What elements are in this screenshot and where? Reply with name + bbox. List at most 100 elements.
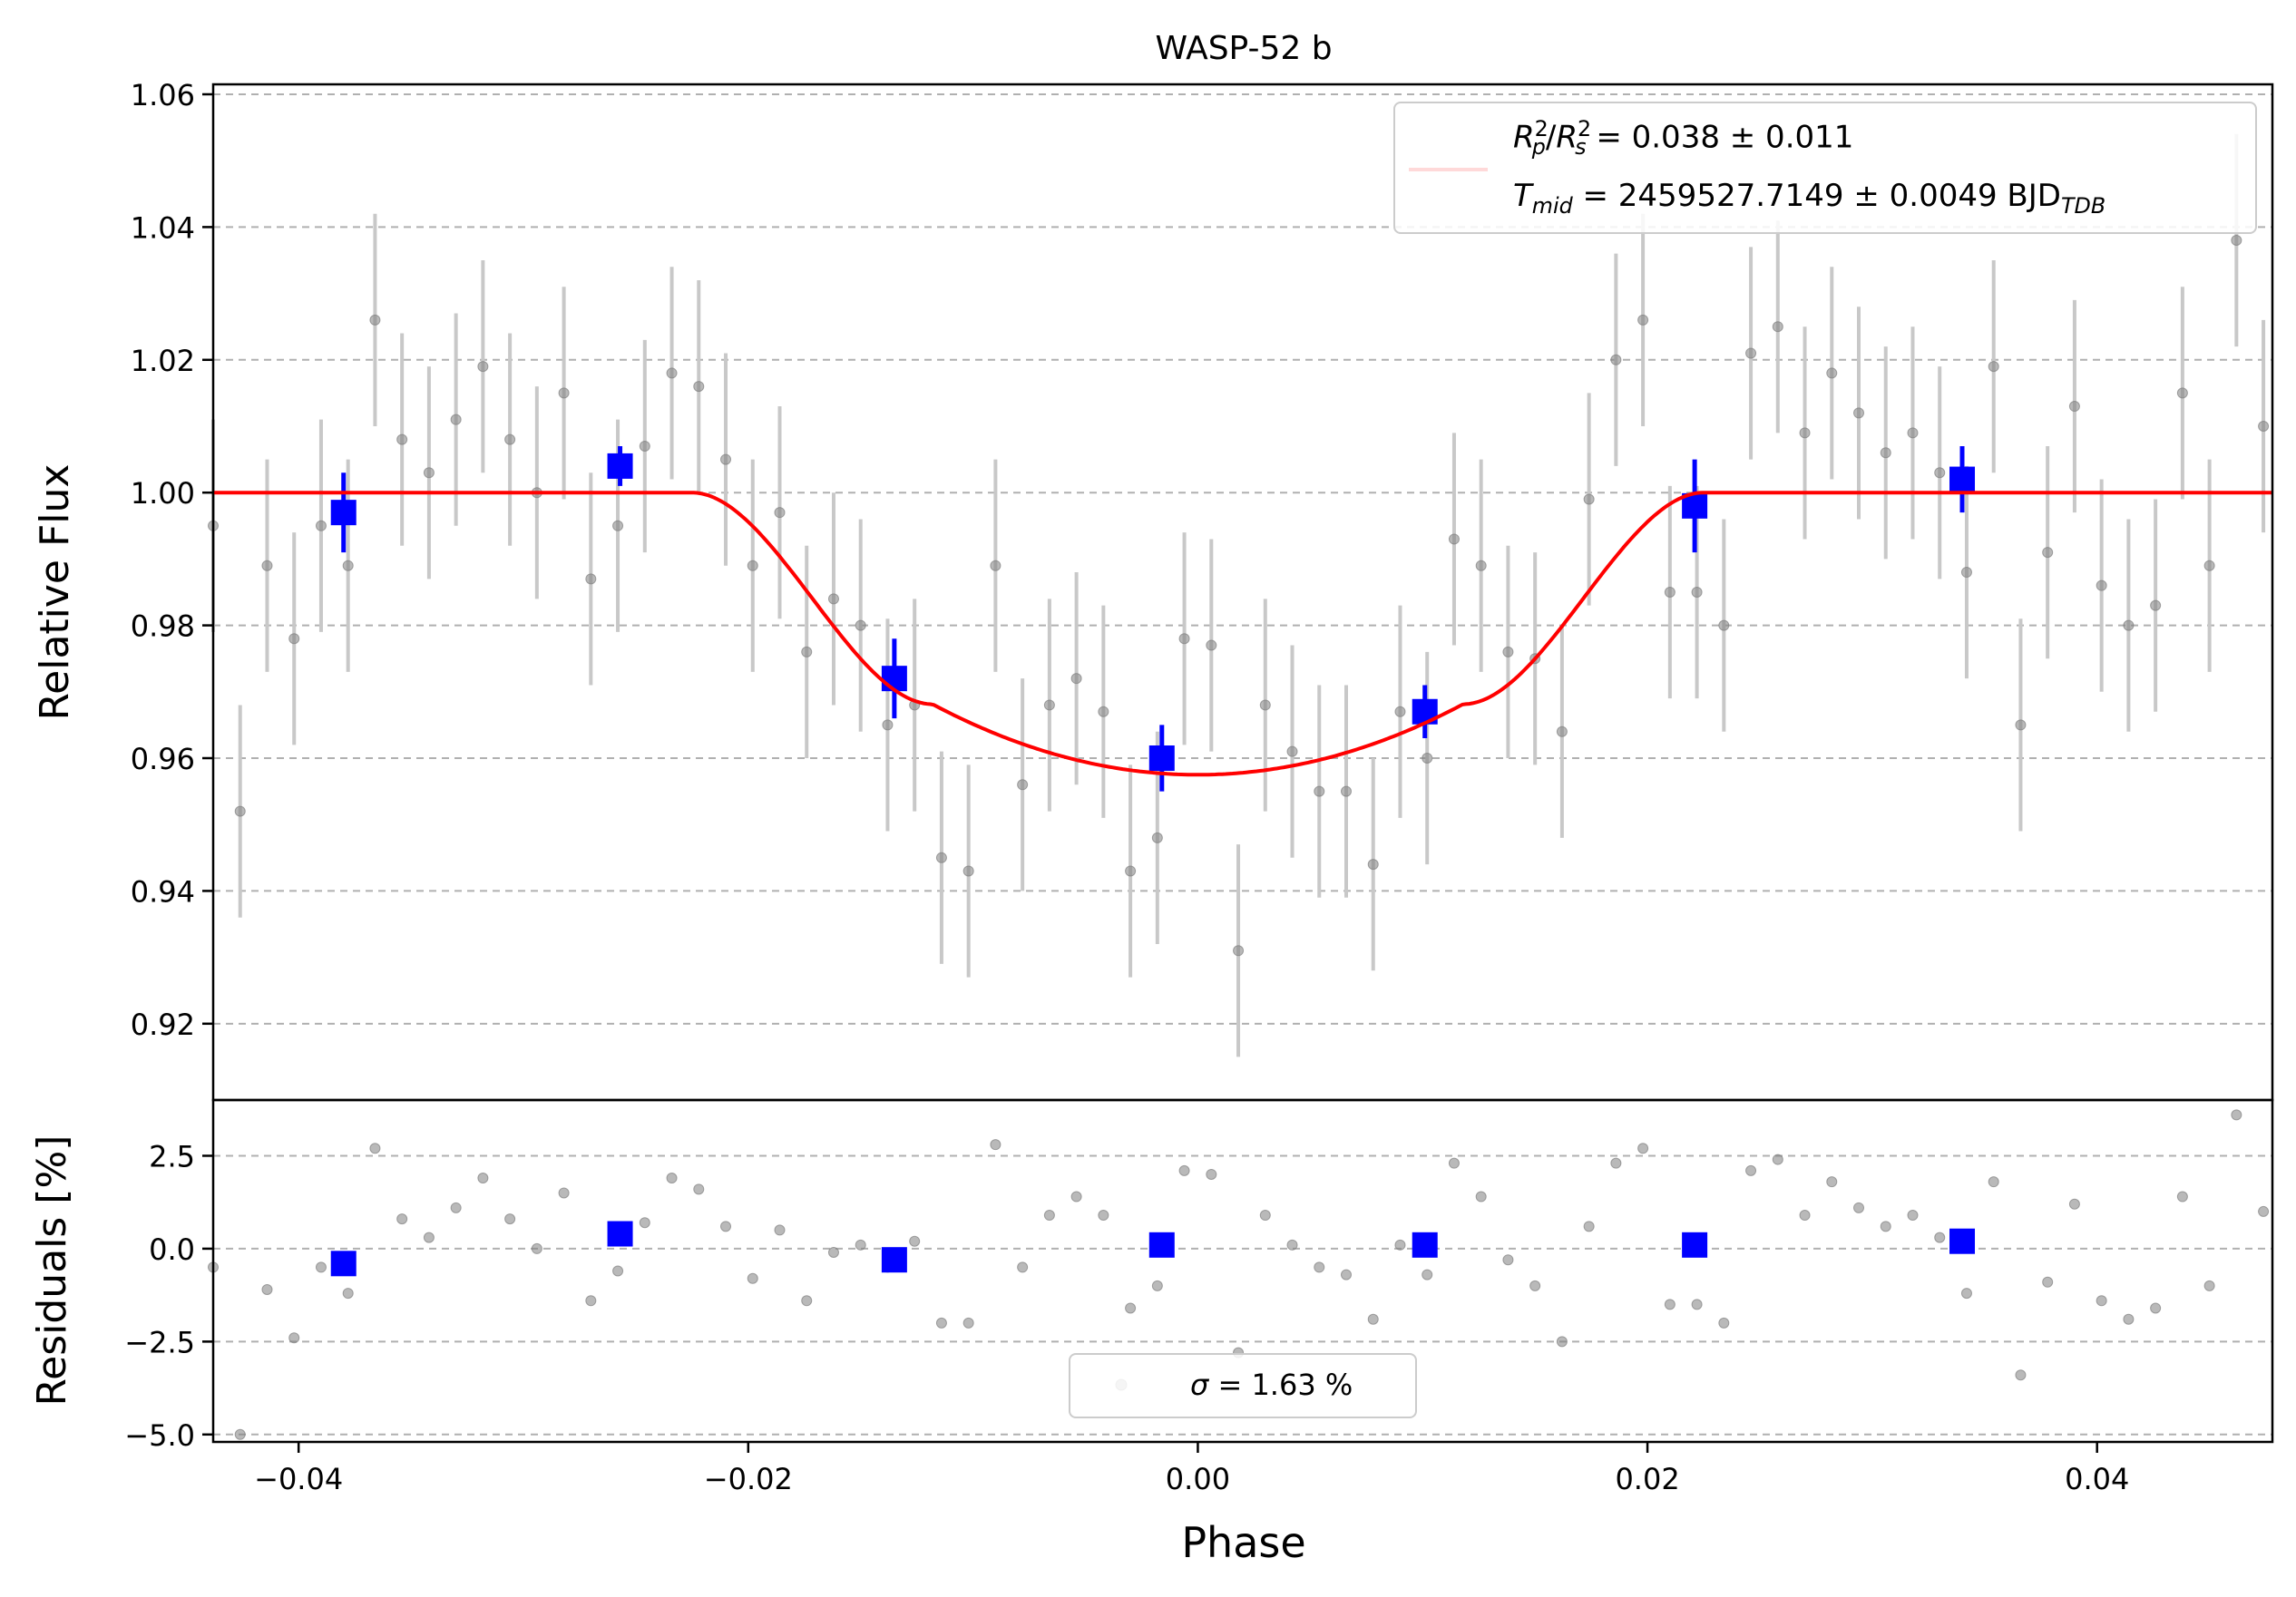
flux-raw-point — [450, 414, 462, 425]
residual-raw-point — [2068, 1198, 2080, 1210]
flux-raw-point — [1017, 779, 1029, 791]
flux-raw-point — [855, 619, 866, 631]
flux-raw-point — [1826, 367, 1838, 379]
residual-raw-point — [1502, 1254, 1514, 1266]
residual-raw-point — [1934, 1232, 1946, 1243]
flux-raw-point — [1448, 533, 1460, 545]
residuals-axes-frame — [211, 1098, 2274, 1444]
flux-raw-point — [1422, 753, 1433, 764]
flux-raw-point — [1556, 725, 1568, 737]
residual-raw-point — [369, 1143, 381, 1154]
flux-raw-point — [612, 520, 624, 531]
residual-legend — [1069, 1353, 1417, 1418]
phase-x-ticks: −0.04 −0.02 0.00 0.02 0.04 — [254, 1442, 2129, 1496]
flux-raw-points — [208, 133, 2270, 1057]
flux-raw-point — [2096, 579, 2107, 591]
residual-raw-point — [1745, 1164, 1757, 1176]
residual-raw-point — [1637, 1143, 1649, 1154]
flux-raw-point — [1691, 587, 1703, 598]
flux-panel: 0.92 0.94 0.96 0.98 1.00 1.02 1.04 1.06 Relativ… — [32, 78, 2274, 1102]
flux-raw-point — [2015, 719, 2027, 731]
flux-raw-point — [504, 433, 516, 445]
flux-raw-point — [234, 805, 246, 817]
residuals-y-tick-label: −2.5 — [124, 1325, 195, 1359]
residuals-raw-points — [208, 1109, 2270, 1440]
residual-raw-point — [585, 1295, 597, 1307]
flux-raw-point — [1772, 321, 1783, 333]
flux-raw-point — [558, 387, 570, 399]
flux-raw-point — [747, 560, 758, 571]
chart-title: WASP-52 b — [1155, 30, 1332, 67]
flux-y-tick-label: 1.00 — [131, 476, 195, 511]
residual-raw-point — [1988, 1176, 1999, 1188]
phase-x-tick-label: 0.02 — [1615, 1462, 1679, 1496]
residual-raw-point — [2258, 1205, 2270, 1217]
flux-raw-point — [315, 520, 327, 531]
residual-raw-point — [1043, 1210, 1055, 1222]
residual-raw-point — [855, 1239, 866, 1251]
flux-raw-point — [1907, 427, 1919, 439]
residual-raw-point — [1583, 1221, 1595, 1232]
flux-raw-point — [1070, 673, 1082, 685]
phase-x-axis-label: Phase — [1181, 1518, 1305, 1567]
residual-raw-point — [612, 1265, 624, 1277]
residual-raw-point — [666, 1173, 678, 1184]
flux-raw-point — [1340, 785, 1352, 797]
residual-raw-point — [1151, 1280, 1163, 1291]
residual-raw-point — [935, 1317, 947, 1329]
residual-raw-point — [962, 1317, 974, 1329]
flux-y-tick-label: 1.02 — [131, 344, 195, 378]
residuals-y-tick-label: 2.5 — [149, 1139, 195, 1173]
flux-raw-point — [774, 507, 786, 519]
flux-y-tick-label: 0.94 — [131, 874, 195, 909]
residual-raw-point — [1529, 1280, 1541, 1291]
flux-raw-point — [1233, 945, 1245, 957]
residual-raw-point — [1826, 1176, 1838, 1188]
flux-raw-point — [2150, 599, 2162, 611]
residual-raw-point — [288, 1332, 300, 1344]
flux-y-ticks: 0.92 0.94 0.96 0.98 1.00 1.02 1.04 1.06 — [131, 78, 213, 1042]
residual-binned-point — [607, 1221, 633, 1247]
flux-binned-point — [1148, 745, 1175, 772]
residual-raw-point — [1448, 1157, 1460, 1169]
residual-raw-point — [1070, 1191, 1082, 1203]
residual-raw-point — [342, 1288, 354, 1300]
residuals-gridlines — [213, 1154, 2272, 1436]
residuals-panel: −5.0 −2.5 0.0 2.5 −0.04 −0.02 0.00 0.02 0.04 Re… — [29, 1098, 2274, 1567]
residual-raw-point — [1475, 1191, 1487, 1203]
residuals-y-tick-label: 0.0 — [149, 1232, 195, 1267]
residual-raw-point — [1125, 1302, 1137, 1314]
residual-raw-point — [1799, 1210, 1811, 1222]
flux-raw-point — [1125, 865, 1137, 877]
legend-sigma: σ = 1.63 % — [1190, 1368, 1353, 1402]
residual-raw-point — [693, 1183, 705, 1195]
residual-raw-point — [2231, 1109, 2242, 1121]
flux-raw-point — [1637, 314, 1649, 326]
residual-raw-point — [1880, 1221, 1891, 1232]
residuals-binned-points — [330, 1221, 1976, 1277]
residual-raw-point — [1610, 1157, 1622, 1169]
flux-y-tick-label: 1.06 — [131, 78, 195, 112]
flux-binned-point — [607, 453, 633, 479]
flux-raw-point — [1314, 785, 1325, 797]
flux-raw-point — [2231, 235, 2242, 247]
flux-raw-point — [639, 440, 650, 452]
residual-raw-point — [639, 1217, 650, 1229]
residual-raw-point — [2096, 1295, 2107, 1307]
flux-raw-point — [1934, 467, 1946, 479]
residual-raw-point — [2015, 1369, 2027, 1381]
flux-raw-point — [1259, 699, 1271, 711]
residual-raw-point — [1178, 1164, 1190, 1176]
residual-raw-point — [1017, 1261, 1029, 1273]
flux-raw-point — [477, 361, 489, 373]
residual-raw-point — [2150, 1302, 2162, 1314]
flux-raw-point — [935, 852, 947, 863]
flux-raw-point — [1988, 361, 1999, 373]
residual-raw-point — [1691, 1299, 1703, 1310]
residual-raw-point — [720, 1221, 732, 1232]
residual-raw-point — [1098, 1210, 1109, 1222]
flux-raw-point — [1178, 633, 1190, 645]
transit-model-curve — [213, 491, 2272, 777]
phase-x-tick-label: −0.04 — [254, 1462, 343, 1496]
